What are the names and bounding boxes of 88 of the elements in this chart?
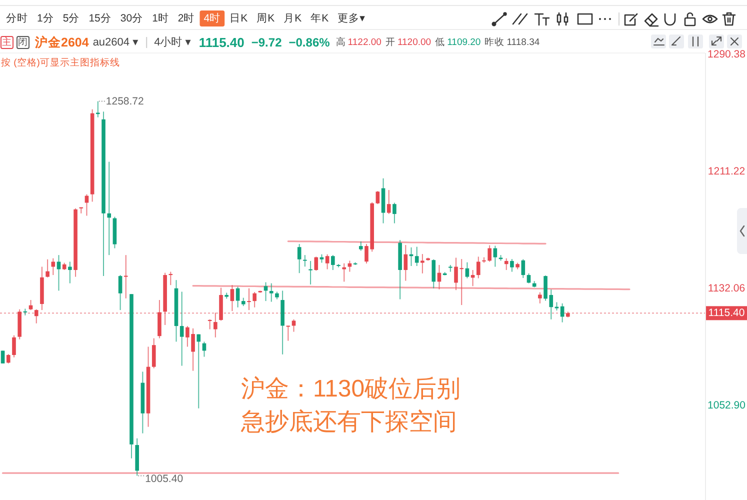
candlestick xyxy=(34,308,38,324)
annotation: 急抄底还有下探空间 xyxy=(240,408,457,436)
candlestick xyxy=(504,258,508,270)
candlestick xyxy=(292,318,296,332)
text: 低 xyxy=(435,37,446,48)
candlestick xyxy=(476,256,480,279)
text: 1时 xyxy=(152,12,169,24)
candlestick xyxy=(510,258,514,272)
candlestick xyxy=(526,272,531,284)
candlestick xyxy=(414,246,419,266)
candlestick xyxy=(325,254,330,270)
candlestick xyxy=(152,338,156,369)
text: −0.86% xyxy=(288,36,330,50)
annotation: 按 (空格)可显示主图指标线 xyxy=(1,56,120,68)
candlestick xyxy=(6,354,10,364)
y-tick-label: 1290.38 xyxy=(708,48,746,60)
text: 昨收 xyxy=(484,36,505,48)
candlestick xyxy=(286,325,290,342)
candlestick xyxy=(303,254,307,268)
text: 1109.20 xyxy=(447,37,481,48)
text: 30分 xyxy=(120,12,144,24)
candlestick xyxy=(56,254,61,292)
text: 分时 xyxy=(6,12,28,24)
text: 1118.34 xyxy=(506,37,540,48)
candlestick xyxy=(420,254,424,274)
candlestick xyxy=(308,260,312,285)
candlestick xyxy=(0,350,5,364)
text: 1122.00 xyxy=(348,37,382,48)
text: 高 xyxy=(336,36,346,48)
candlestick xyxy=(392,202,396,224)
text: 闭 xyxy=(18,36,28,48)
candlestick xyxy=(269,282,274,302)
text: 周K xyxy=(256,12,275,24)
y-tick-label: 1052.90 xyxy=(708,400,746,412)
candlestick xyxy=(252,292,256,308)
text: au2604 ▾ xyxy=(92,36,139,48)
candlestick xyxy=(107,161,112,256)
y-tick-label: 1211.22 xyxy=(708,166,746,178)
candlestick xyxy=(180,291,184,366)
candlestick xyxy=(196,334,201,409)
annotation: 1258.72 xyxy=(106,95,144,108)
text: 月K xyxy=(284,12,302,24)
candlestick xyxy=(493,245,498,268)
candlestick xyxy=(12,334,16,358)
candlestick xyxy=(297,243,302,274)
annotation: 1005.40 xyxy=(145,472,184,485)
candlestick xyxy=(230,284,234,312)
text: 主 xyxy=(2,36,12,48)
text: 开 xyxy=(385,37,396,48)
candlestick xyxy=(247,288,251,311)
candlestick xyxy=(358,240,363,252)
candlestick xyxy=(118,274,122,311)
candlestick xyxy=(314,256,318,272)
text: 4时 xyxy=(204,12,221,24)
text: −9.72 xyxy=(251,36,282,50)
candlestick xyxy=(124,254,128,299)
candlestick xyxy=(331,254,335,270)
text: 更多▾ xyxy=(338,12,366,24)
candlestick xyxy=(376,190,380,205)
text: 4小时 ▾ xyxy=(154,36,192,48)
text: 5分 xyxy=(62,12,80,24)
candlestick xyxy=(264,282,268,302)
text: 1115.40 xyxy=(198,35,244,50)
text: 2时 xyxy=(178,12,195,24)
candlestick xyxy=(214,312,218,338)
candlestick xyxy=(432,258,436,289)
annotation: 沪金：1130破位后别 xyxy=(241,376,461,402)
chart-title: 沪金2604 xyxy=(34,34,89,50)
candlestick xyxy=(386,190,391,214)
y-tick-label: 1132.06 xyxy=(708,282,746,295)
candlestick xyxy=(404,244,408,282)
candlestick xyxy=(158,300,162,339)
text: 日K xyxy=(230,12,248,24)
text: 1120.00 xyxy=(397,37,432,48)
candlestick xyxy=(46,258,50,278)
text: 年K xyxy=(310,12,329,24)
candlestick xyxy=(342,262,346,282)
text: 1分 xyxy=(37,12,54,24)
candlestick xyxy=(521,258,526,278)
candlestick xyxy=(68,261,72,284)
candlestick xyxy=(538,292,542,304)
candlestick xyxy=(51,258,56,276)
ref-line-label: 1115.40 xyxy=(708,307,745,320)
candlestick xyxy=(96,100,100,118)
candlestick xyxy=(488,244,492,262)
candlestick xyxy=(28,300,33,311)
candlestick xyxy=(465,262,470,279)
text: 15分 xyxy=(88,12,112,24)
